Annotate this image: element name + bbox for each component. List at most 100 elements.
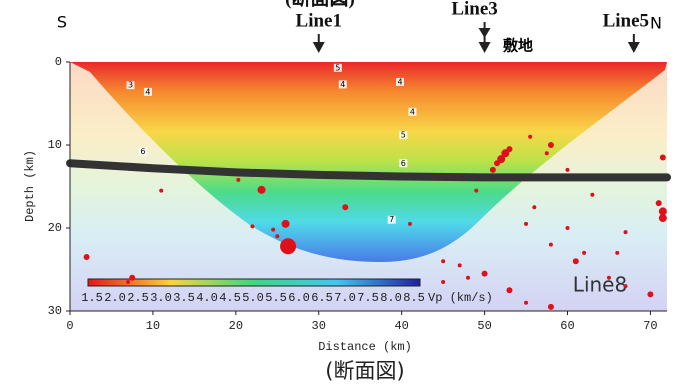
top-label: (断面図) [285,0,355,9]
line-marker-label: Line5 [603,10,649,31]
contour-label: 5 [335,63,340,72]
y-tick-label: 30 [48,304,62,318]
colorbar-tick-label: 3.0 [150,291,172,305]
colorbar-tick-label: 4.0 [196,291,218,305]
line-marker-arrow [478,28,491,38]
contour-label: 7 [389,215,394,224]
hypocenter [606,275,611,280]
hypocenter [582,250,587,255]
hypocenter [658,214,667,223]
contour-label-box [408,107,417,116]
hypocenter [615,250,620,255]
hypocenter [544,151,549,156]
contour-label-box [399,131,408,140]
colorbar-tick-label: 1.5 [81,291,103,305]
contour-label-box [399,159,408,168]
hypocenter [572,258,579,265]
hypocenter [590,192,595,197]
colorbar [87,278,421,287]
hypocenter [547,142,554,148]
x-tick-label: 70 [643,319,657,333]
x-tick-label: 0 [66,319,73,333]
line-marker-label: Line1 [296,10,342,31]
hypocenter [457,263,462,268]
line-marker-arrow [478,42,491,53]
colorbar-tick-label: 5.0 [242,291,264,305]
site-label: 敷地 [503,37,533,55]
colorbar-tick-label: 2.5 [127,291,149,305]
north-label: N [650,14,662,33]
x-tick-label: 10 [146,319,160,333]
hypocenter [547,303,554,310]
hypocenter [524,300,529,305]
contour-label: 6 [140,147,145,156]
colorbar-tick-label: 8.5 [403,291,425,305]
y-tick-label: 20 [48,221,62,235]
colorbar-tick-label: 6.0 [288,291,310,305]
contour-label: 4 [397,77,402,86]
line-marker-arrow [627,42,640,53]
x-axis-label: Distance (km) [318,340,412,354]
hypocenter [565,167,570,172]
colorbar-tick-label: 2.0 [104,291,126,305]
line-marker-label: Line3 [451,0,497,19]
contour-label-box [143,87,152,96]
hypocenter [83,254,90,261]
colorbar-label: Vp (km/s) [428,291,493,305]
hypocenter [271,227,276,232]
hypocenter [623,284,628,289]
hypocenter [275,234,280,239]
contour-label-box [126,81,135,90]
x-tick-label: 40 [394,319,408,333]
hypocenter [126,279,131,284]
velocity-model [70,62,667,262]
hypocenter [497,155,506,164]
hypocenter [548,242,553,247]
hypocenter [647,291,654,298]
hypocenter [489,166,496,173]
hypocenter [281,219,290,228]
hypocenter [659,154,666,161]
hypocenter [655,200,662,207]
colorbar-tick-label: 8.0 [380,291,402,305]
hypocenter [481,270,488,277]
contour-label: 4 [410,107,415,116]
hypocenter [441,259,446,264]
colorbar-tick-label: 3.5 [173,291,195,305]
line8-label: Line8 [573,273,627,297]
colorbar-tick-label: 7.5 [357,291,379,305]
hypocenter [159,188,164,193]
hypocenter [524,221,529,226]
x-tick-label: 20 [229,319,243,333]
hypocenter [506,146,513,153]
contour-label: 4 [340,80,345,89]
y-tick-label: 10 [48,138,62,152]
contour-label: 5 [401,131,406,140]
hypocenter [528,134,533,139]
x-tick-label: 50 [477,319,491,333]
contour-label-box [338,80,347,89]
boundary-line [66,159,671,182]
contour-label: 4 [145,87,150,96]
hypocenter [236,177,241,182]
colorbar-tick-label: 7.0 [334,291,356,305]
hypocenter [280,238,297,255]
hypocenter [250,224,255,229]
contour-label: 3 [128,81,133,90]
contour-label-box [387,215,396,224]
hypocenter [532,205,537,210]
x-tick-label: 30 [312,319,326,333]
colorbar-tick-label: 5.5 [265,291,287,305]
hypocenter [474,188,479,193]
caption: (断面図) [325,359,404,383]
contour-label-box [138,147,147,156]
hypocenter [494,160,501,167]
south-label: S [57,13,67,32]
colorbar-tick-label: 4.5 [219,291,241,305]
line-marker-arrow [312,42,325,53]
hypocenter [129,274,136,281]
contour-label-box [396,77,405,86]
colorbar-tick-label: 6.5 [311,291,333,305]
hypocenter [257,185,266,194]
